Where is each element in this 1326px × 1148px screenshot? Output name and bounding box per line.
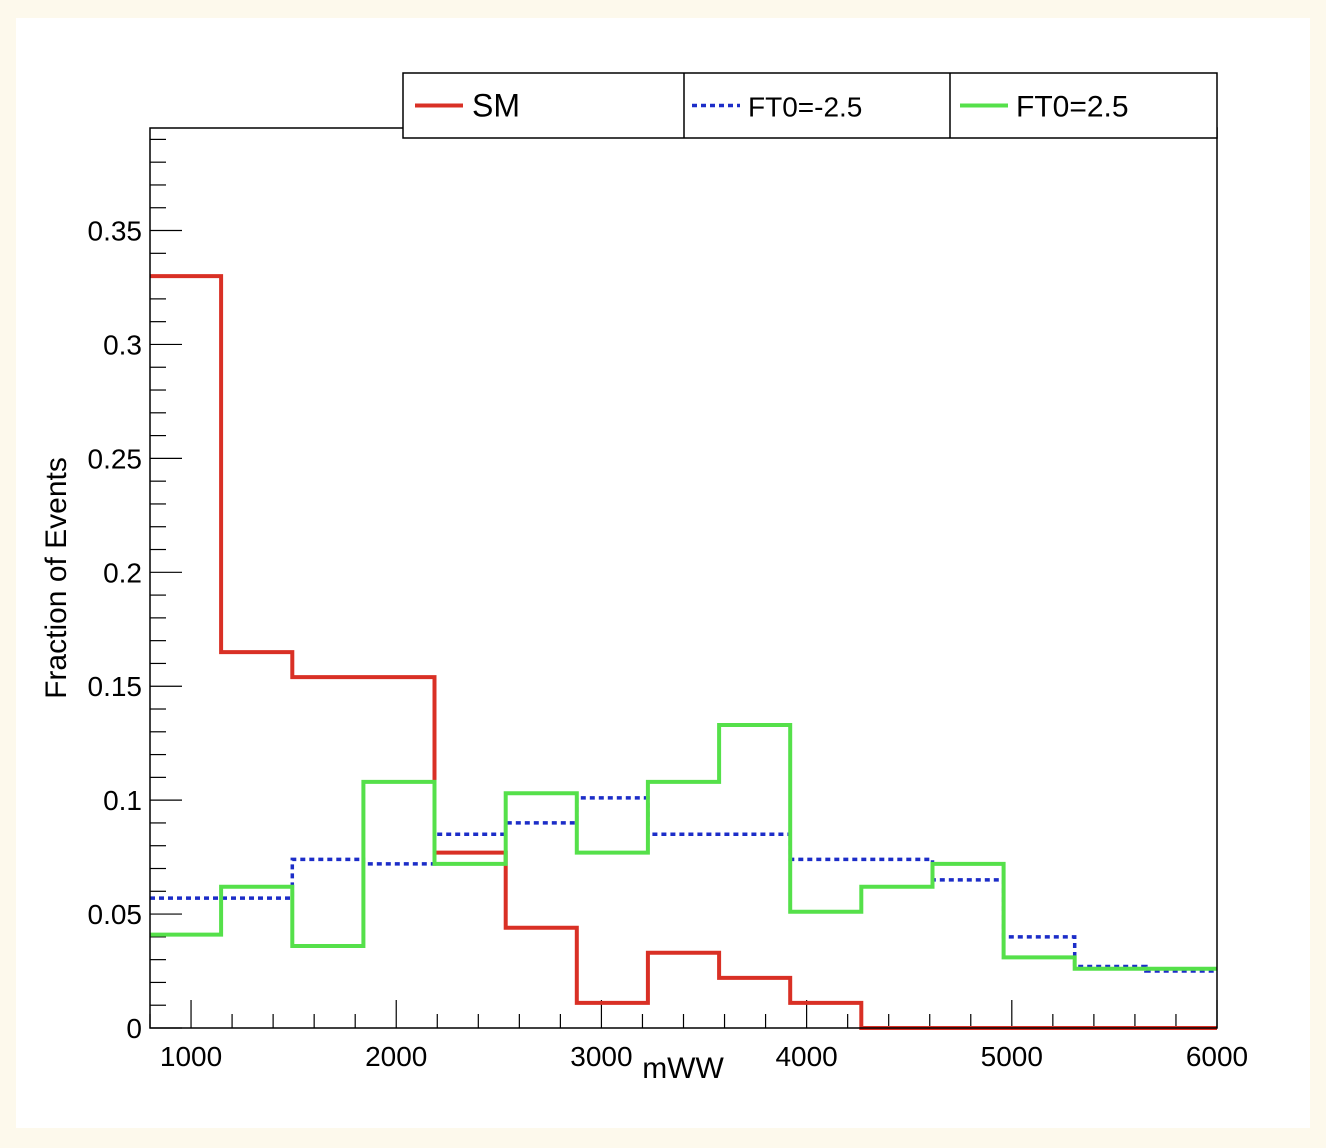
axes-layer: 0 0.05 0.1 0.15 0.2 0.25 0.3 0.35 1000 2000 3000 40…	[88, 138, 1248, 1072]
legend-label-ft0-minus: FT0=-2.5	[748, 92, 862, 123]
x-tick-label: 4000	[775, 1041, 837, 1072]
series-line-0	[150, 274, 1217, 1030]
x-tick-label: 3000	[570, 1041, 632, 1072]
plot-frame	[149, 127, 1218, 1029]
y-tick-label: 0.35	[88, 216, 143, 247]
legend: SM FT0=-2.5 FT0=2.5	[402, 72, 1218, 139]
y-tick-label: 0.15	[88, 671, 143, 702]
y-tick-label: 0.05	[88, 899, 143, 930]
legend-label-ft0-plus: FT0=2.5	[1016, 91, 1129, 124]
y-tick-label: 0.1	[103, 785, 142, 816]
x-tick-label: 5000	[981, 1041, 1043, 1072]
x-tick-label: 1000	[160, 1041, 222, 1072]
legend-box	[402, 72, 1218, 139]
y-tick-label: 0.2	[103, 557, 142, 588]
y-tick-label: 0	[126, 1013, 142, 1044]
y-tick-label: 0.3	[103, 329, 142, 360]
series-line-2	[150, 723, 1217, 971]
x-tick-label: 6000	[1186, 1041, 1248, 1072]
legend-label-sm: SM	[472, 88, 520, 124]
x-tick-label: 2000	[365, 1041, 427, 1072]
series-layer	[150, 274, 1217, 1030]
x-axis-title: mWW	[642, 1052, 724, 1085]
y-tick-label: 0.25	[88, 443, 143, 474]
plot-pad	[16, 18, 1310, 1128]
y-axis-title: Fraction of Events	[40, 457, 73, 699]
